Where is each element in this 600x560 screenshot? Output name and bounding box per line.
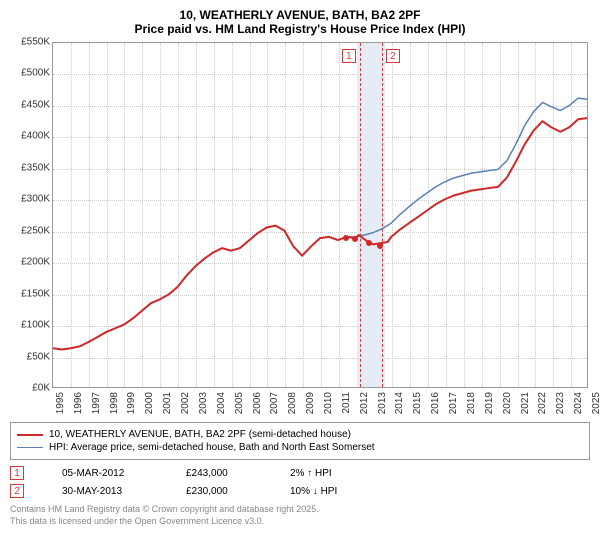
x-axis-label: 1998 [109, 392, 120, 414]
x-axis-label: 2014 [394, 392, 405, 414]
sale-price-dot [366, 240, 372, 246]
footer-attribution: Contains HM Land Registry data © Crown c… [10, 504, 590, 527]
y-axis-label: £150K [10, 288, 50, 299]
plot-region: 12 [52, 42, 588, 388]
y-axis-label: £450K [10, 99, 50, 110]
sale-row-date: 30-MAY-2013 [62, 486, 162, 497]
y-axis-label: £0K [10, 383, 50, 394]
x-axis-label: 2005 [234, 392, 245, 414]
y-axis-label: £350K [10, 162, 50, 173]
sale-row-price: £230,000 [186, 486, 266, 497]
x-axis-label: 2013 [377, 392, 388, 414]
title-address: 10, WEATHERLY AVENUE, BATH, BA2 2PF [10, 8, 590, 22]
x-axis-label: 2001 [162, 392, 173, 414]
y-axis-label: £100K [10, 320, 50, 331]
x-axis-label: 2025 [591, 392, 600, 414]
sale-row-price: £243,000 [186, 468, 266, 479]
sale-row: 1 05-MAR-2012 £243,000 2% ↑ HPI [10, 466, 590, 480]
legend-swatch [17, 434, 43, 436]
x-axis-label: 2023 [555, 392, 566, 414]
x-axis-label: 2010 [323, 392, 334, 414]
series-property [53, 118, 587, 349]
sale-row-delta: 10% ↓ HPI [290, 486, 337, 497]
x-axis-label: 2006 [252, 392, 263, 414]
x-axis-label: 2022 [537, 392, 548, 414]
x-axis-label: 2019 [484, 392, 495, 414]
x-axis-label: 2002 [180, 392, 191, 414]
x-axis-label: 1999 [126, 392, 137, 414]
legend-item: HPI: Average price, semi-detached house,… [17, 442, 583, 453]
sale-price-dot [377, 243, 383, 249]
legend-swatch [17, 447, 43, 449]
sale-row: 2 30-MAY-2013 £230,000 10% ↓ HPI [10, 484, 590, 498]
sale-price-dot [352, 236, 358, 242]
sale-row-badge: 2 [10, 484, 24, 498]
chart-area: 12 £0K £50K £100K £150K £200K £250K £300K £350K… [10, 40, 590, 418]
x-axis-label: 1997 [91, 392, 102, 414]
sale-price-dot [343, 235, 349, 241]
legend-label: HPI: Average price, semi-detached house,… [49, 442, 375, 453]
sales-table: 1 05-MAR-2012 £243,000 2% ↑ HPI 2 30-MAY-2013… [10, 466, 590, 498]
chart-lines [53, 43, 587, 387]
x-axis-label: 2007 [269, 392, 280, 414]
x-axis-label: 2003 [198, 392, 209, 414]
y-axis-label: £500K [10, 68, 50, 79]
series-hpi [53, 98, 587, 349]
sale-row-delta: 2% ↑ HPI [290, 468, 332, 479]
y-axis-label: £550K [10, 37, 50, 48]
legend: 10, WEATHERLY AVENUE, BATH, BA2 2PF (sem… [10, 422, 590, 460]
sale-row-badge: 1 [10, 466, 24, 480]
y-axis-label: £400K [10, 131, 50, 142]
footer-line2: This data is licensed under the Open Gov… [10, 516, 590, 528]
x-axis-label: 2024 [573, 392, 584, 414]
x-axis-label: 2004 [216, 392, 227, 414]
y-axis-label: £300K [10, 194, 50, 205]
x-axis-label: 2012 [359, 392, 370, 414]
sale-row-date: 05-MAR-2012 [62, 468, 162, 479]
x-axis-label: 2011 [341, 392, 352, 414]
x-axis-label: 2000 [144, 392, 155, 414]
y-axis-label: £50K [10, 351, 50, 362]
x-axis-label: 2018 [466, 392, 477, 414]
x-axis-label: 2008 [287, 392, 298, 414]
x-axis-label: 2015 [412, 392, 423, 414]
x-axis-label: 2020 [502, 392, 513, 414]
title-subtitle: Price paid vs. HM Land Registry's House … [10, 22, 590, 36]
y-axis-label: £250K [10, 225, 50, 236]
x-axis-label: 2009 [305, 392, 316, 414]
x-axis-label: 1995 [55, 392, 66, 414]
x-axis-label: 2017 [448, 392, 459, 414]
footer-line1: Contains HM Land Registry data © Crown c… [10, 504, 590, 516]
y-axis-label: £200K [10, 257, 50, 268]
chart-title: 10, WEATHERLY AVENUE, BATH, BA2 2PF Pric… [10, 8, 590, 36]
legend-label: 10, WEATHERLY AVENUE, BATH, BA2 2PF (sem… [49, 429, 351, 440]
x-axis-label: 2016 [430, 392, 441, 414]
x-axis-label: 1996 [73, 392, 84, 414]
x-axis-label: 2021 [520, 392, 531, 414]
legend-item: 10, WEATHERLY AVENUE, BATH, BA2 2PF (sem… [17, 429, 583, 440]
